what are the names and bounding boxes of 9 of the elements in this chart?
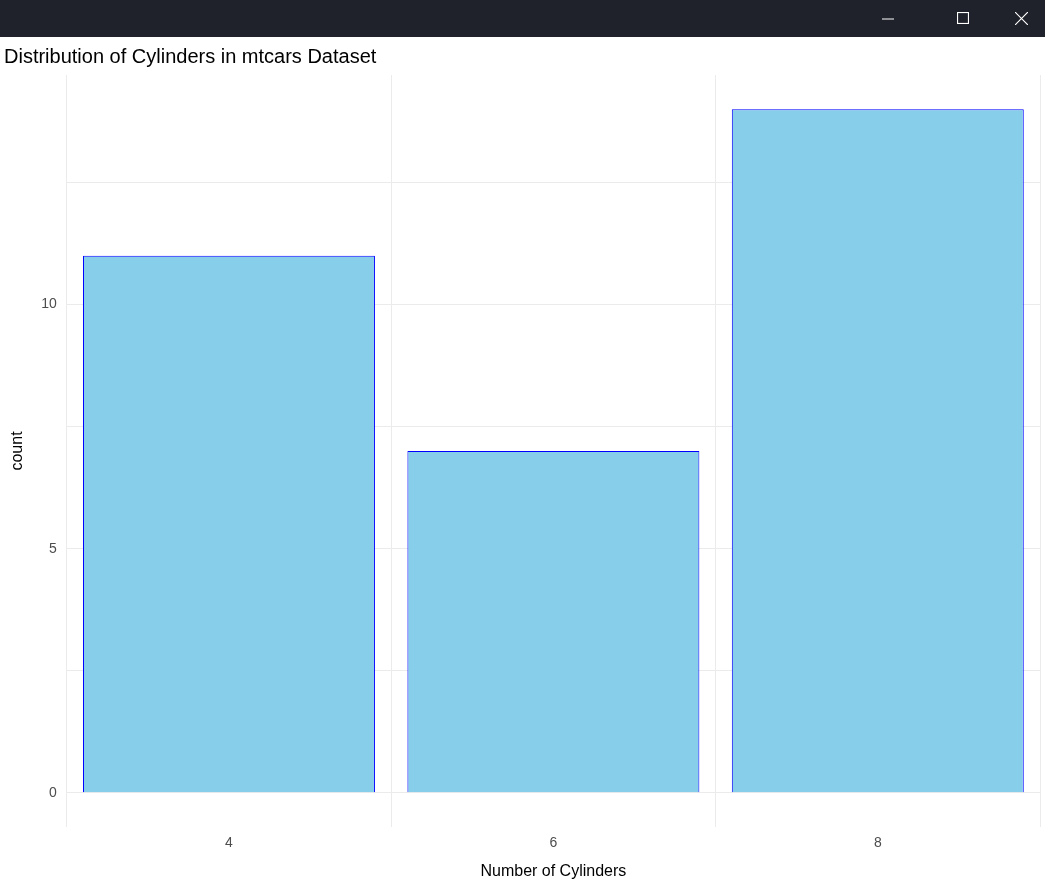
y-tick-label: 0 (48, 783, 57, 800)
x-axis-title: Number of Cylinders (480, 861, 627, 879)
y-tick-label: 10 (41, 295, 57, 312)
x-tick-label: 4 (225, 834, 234, 851)
x-tick-label: 8 (873, 834, 882, 851)
y-tick-label: 5 (48, 539, 57, 556)
y-axis-title: count (8, 430, 26, 471)
x-tick-label: 6 (549, 834, 558, 851)
chart-title: Distribution of Cylinders in mtcars Dataset (4, 44, 377, 67)
